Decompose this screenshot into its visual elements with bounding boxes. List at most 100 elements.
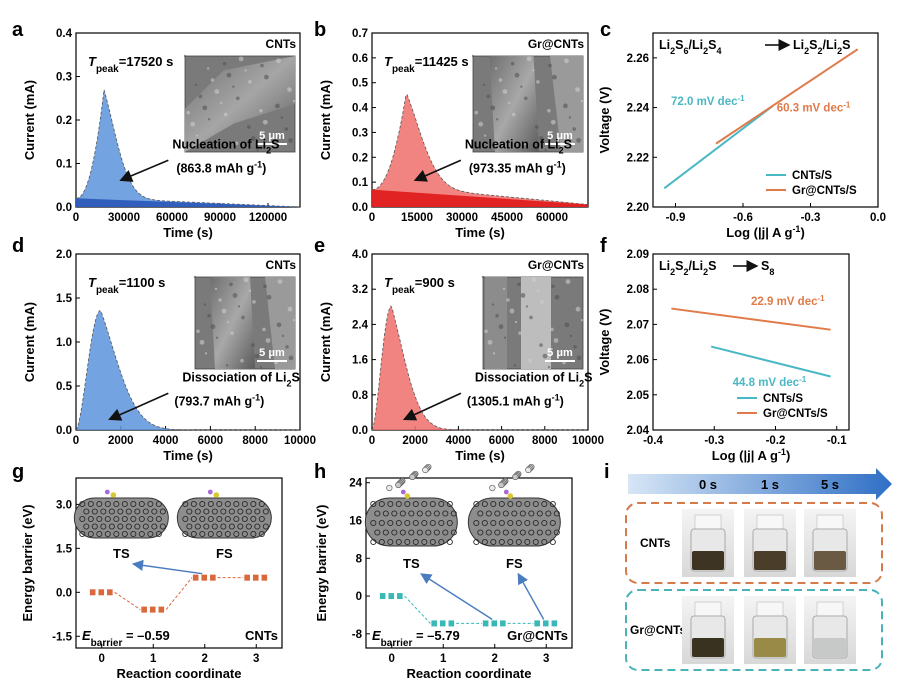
ts-label: TS	[113, 546, 130, 561]
x-tick-label: 3	[543, 653, 549, 665]
y-tick-label: 0.0	[56, 587, 72, 599]
panel-f: -0.4 -0.3 -0.2 -0.1 2.04 2.05 2.06 2.07 2.08 2.09…	[597, 249, 850, 463]
y-tick-label: 1.0	[56, 337, 72, 349]
energy-level-marker	[542, 620, 549, 627]
y-tick-label: 0.0	[352, 202, 368, 214]
cnt-model	[176, 489, 272, 539]
energy-level-marker	[141, 606, 147, 613]
x-axis-label: Log (|j| A g-1)	[726, 224, 805, 240]
x-tick-label: 2	[202, 653, 208, 665]
y-tick-label: 24	[349, 478, 362, 490]
y-tick-label: 8	[356, 553, 363, 565]
x-tick-label: 8000	[532, 435, 558, 447]
fs-arrow	[517, 572, 545, 620]
sulfur-atom	[507, 493, 514, 499]
panel-letter-d: d	[12, 235, 24, 257]
legend-label: CNTs/S	[792, 170, 832, 182]
y-tick-label: 3.2	[352, 284, 368, 296]
x-tick-label: 10000	[572, 435, 604, 447]
current-area	[76, 89, 300, 207]
y-tick-label: 0.3	[56, 72, 72, 84]
reaction-label-left: Li2S2/Li2S	[659, 259, 716, 277]
level-connector	[404, 595, 431, 624]
current-area	[76, 310, 300, 430]
vial-photo	[744, 596, 796, 664]
panel-tag: CNTs	[245, 628, 278, 643]
current-curve	[371, 305, 588, 431]
cnt-model	[73, 489, 169, 539]
panel-letter-h: h	[314, 461, 326, 483]
annotation-arrow	[413, 159, 462, 182]
cnt-model	[467, 463, 561, 547]
capacity-label: (863.8 mAh g-1)	[176, 159, 266, 175]
panel-h: 0 1 2 3 -8 0 8 16 24 TS FS Ebarrier = –5.79 Gr@CNTs R…	[314, 463, 573, 681]
slope-label-cnts: 72.0 mV dec-1	[671, 94, 745, 109]
x-tick-label: -0.3	[801, 212, 821, 224]
current-curve	[75, 89, 301, 208]
annotation-label: Nucleation of Li2S	[172, 137, 279, 155]
y-tick-label: 2.09	[627, 249, 649, 261]
fs-label: FS	[216, 546, 233, 561]
y-tick-label: 1.5	[56, 543, 73, 555]
time-label: 1 s	[761, 477, 779, 492]
baseline-area	[372, 189, 588, 207]
y-tick-label: 4.0	[352, 249, 368, 261]
panel-title: CNTs	[266, 37, 297, 51]
baseline-area	[76, 198, 300, 207]
panel-title: CNTs	[266, 258, 297, 272]
series-line-cnts	[710, 345, 831, 378]
x-tick-label: 0	[369, 435, 375, 447]
y-tick-label: -1.5	[52, 631, 72, 643]
tpeak-label: Tpeak=17520 s	[88, 54, 173, 75]
panel-title: Gr@CNTs	[528, 258, 584, 272]
x-axis-label: Log (|j| A g-1)	[712, 447, 791, 463]
energy-barrier-label: Ebarrier = –5.79	[372, 628, 460, 649]
reaction-label-right: Li2S2/Li2S	[793, 38, 850, 56]
y-tick-label: 16	[349, 516, 362, 528]
y-tick-label: 0.2	[56, 115, 72, 127]
energy-level-marker	[491, 620, 498, 627]
panel-letter-f: f	[600, 235, 607, 257]
y-tick-label: 0.5	[352, 78, 369, 90]
energy-level-marker	[500, 620, 506, 627]
y-tick-label: 2.07	[627, 319, 649, 331]
sem-inset: 5 μm	[471, 54, 584, 153]
y-tick-label: 2.06	[627, 355, 649, 367]
y-axis-label: Current (mA)	[22, 80, 37, 160]
y-tick-label: 0.4	[56, 28, 73, 40]
y-tick-label: 2.22	[627, 152, 649, 164]
lithium-atom	[400, 489, 406, 495]
energy-level-marker	[261, 574, 268, 581]
y-tick-label: 0.0	[56, 425, 72, 437]
reaction-label-right: S8	[761, 259, 774, 277]
vial-photo	[682, 509, 734, 577]
vial-solution	[692, 551, 724, 570]
y-tick-label: 0.0	[56, 202, 72, 214]
x-tick-label: -0.9	[666, 212, 686, 224]
panel-letter-b: b	[314, 19, 326, 41]
legend-label: Gr@CNTs/S	[763, 408, 828, 420]
x-tick-label: 2	[492, 653, 498, 665]
panel-g: 0 1 2 3 -1.5 0.0 1.5 3.0 TS FS Ebarrier = –0.59 CNT…	[20, 477, 283, 681]
y-tick-label: 2.05	[627, 390, 650, 402]
panel-i: 0 s 1 s 5 s CNTs Gr@CNTs	[625, 468, 892, 671]
x-tick-label: 0.0	[870, 212, 886, 224]
x-tick-label: 1	[150, 653, 157, 665]
x-tick-label: 1	[440, 653, 447, 665]
sem-inset: 5 μm	[183, 54, 296, 153]
x-tick-label: -0.4	[643, 435, 663, 447]
energy-level-marker	[534, 620, 540, 627]
vial-row-label: CNTs	[640, 536, 671, 550]
x-tick-label: 4000	[153, 435, 179, 447]
y-tick-label: 2.24	[627, 103, 650, 115]
x-tick-label: 2000	[108, 435, 134, 447]
y-tick-label: 0.6	[352, 53, 368, 65]
x-tick-label: 30000	[108, 212, 140, 224]
sem-inset: 5 μm	[193, 275, 296, 370]
tpeak-label: Tpeak=900 s	[384, 275, 455, 296]
x-axis-label: Reaction coordinate	[117, 666, 242, 681]
lithium-atom	[207, 489, 213, 495]
scale-bar-label: 5 μm	[547, 130, 573, 142]
energy-level-marker	[201, 574, 208, 581]
